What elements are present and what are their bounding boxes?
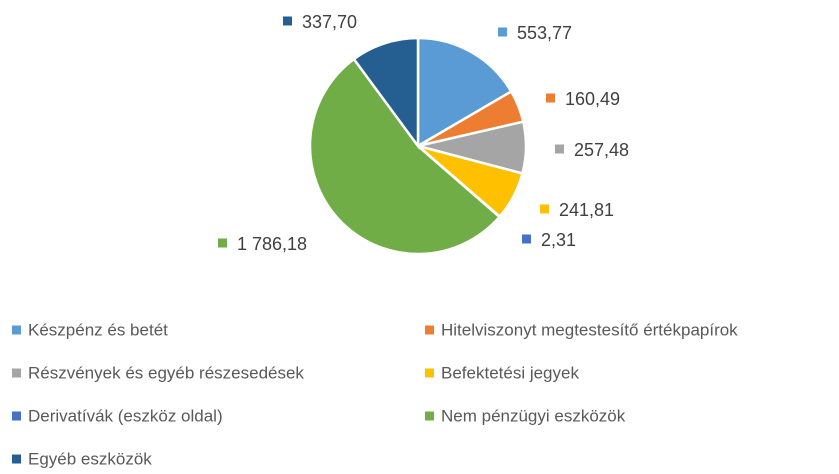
data-label: 2,31 (541, 230, 576, 250)
data-label-key (555, 144, 564, 154)
data-label: 160,49 (565, 89, 620, 109)
legend-label: Derivatívák (eszköz oldal) (28, 406, 223, 425)
data-label-key (522, 234, 531, 244)
data-label-key (546, 93, 555, 103)
legend-label: Nem pénzügyi eszközök (441, 406, 626, 425)
legend-label: Hitelviszonyt megtestesítő értékpapírok (441, 320, 738, 339)
data-label-key (498, 27, 507, 37)
data-label-key (218, 238, 227, 248)
legend-key (425, 325, 434, 335)
legend-label: Egyéb eszközök (28, 449, 152, 468)
pie-slice (352, 36, 420, 150)
pie-slice (308, 57, 502, 256)
pie-slice (416, 36, 513, 149)
data-label: 257,48 (574, 140, 629, 160)
data-label: 337,70 (302, 12, 357, 32)
legend-key (12, 325, 21, 335)
legend-label: Készpénz és betét (28, 320, 168, 339)
data-label-key (283, 16, 292, 26)
data-label: 1 786,18 (237, 234, 307, 254)
legend-key (425, 368, 434, 378)
data-label-key (540, 204, 549, 214)
legend-key (12, 454, 21, 464)
data-label: 553,77 (517, 23, 572, 43)
legend-key (12, 411, 21, 421)
legend-label: Részvények és egyéb részesedések (28, 363, 304, 382)
legend-label: Befektetési jegyek (441, 363, 579, 382)
legend-key (425, 411, 434, 421)
legend-key (12, 368, 21, 378)
data-label: 241,81 (559, 200, 614, 220)
